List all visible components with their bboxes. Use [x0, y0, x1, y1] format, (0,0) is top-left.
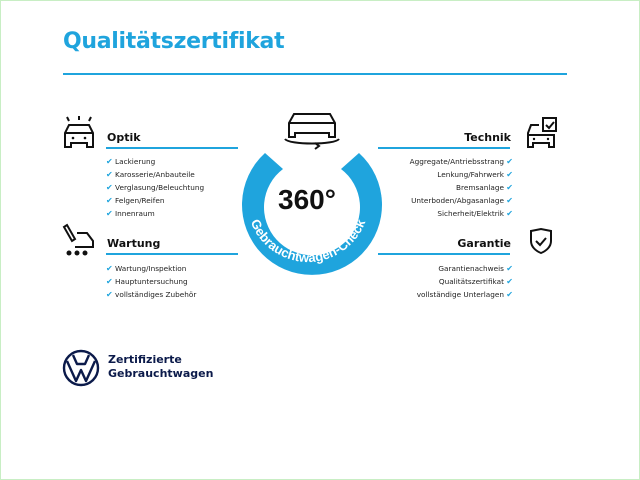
- list-item: Qualitätszertifikat ✔: [438, 277, 513, 286]
- check-icon: ✔: [506, 196, 513, 205]
- section-heading-wartung: Wartung: [107, 237, 161, 250]
- list-item: Aggregate/Antriebsstrang ✔: [409, 157, 513, 166]
- car-checkbox-icon: [527, 117, 557, 148]
- list-item: vollständige Unterlagen ✔: [416, 290, 513, 299]
- list-item: ✔ Wartung/Inspektion: [106, 264, 187, 273]
- section-heading-garantie: Garantie: [457, 237, 511, 250]
- check-icon: ✔: [106, 277, 113, 286]
- check-icon: ✔: [106, 183, 113, 192]
- check-icon: ✔: [106, 196, 113, 205]
- brand-text: Zertifizierte Gebrauchtwagen: [108, 353, 213, 381]
- section-heading-optik: Optik: [107, 131, 141, 144]
- list-item: ✔ Lackierung: [106, 157, 156, 166]
- list-item: Garantienachweis ✔: [438, 264, 513, 273]
- check-icon: ✔: [506, 290, 513, 299]
- check-icon: ✔: [506, 264, 513, 273]
- section-divider: [378, 253, 510, 255]
- check-icon: ✔: [106, 209, 113, 218]
- list-optik: ✔ Lackierung ✔ Karosserie/Anbauteile ✔ V…: [106, 155, 204, 220]
- 360-label: 360°: [278, 184, 336, 215]
- check-icon: ✔: [106, 170, 113, 179]
- list-item: Lenkung/Fahrwerk ✔: [437, 170, 513, 179]
- list-wartung: ✔ Wartung/Inspektion ✔ Hauptuntersuchung…: [106, 262, 196, 301]
- list-item: Unterboden/Abgasanlage ✔: [411, 196, 513, 205]
- check-360-badge: 360° Gebrauchtwagen-Check: [242, 113, 382, 275]
- list-item: ✔ Karosserie/Anbauteile: [106, 170, 195, 179]
- check-icon: ✔: [506, 277, 513, 286]
- list-garantie: Garantienachweis ✔ Qualitätszertifikat ✔…: [417, 262, 513, 301]
- check-icon: ✔: [506, 183, 513, 192]
- list-item: ✔ Verglasung/Beleuchtung: [106, 183, 205, 192]
- list-item: ✔ vollständiges Zubehör: [106, 290, 197, 299]
- brand-line1: Zertifizierte: [108, 353, 182, 366]
- section-divider: [106, 147, 238, 149]
- list-item: ✔ Hauptuntersuchung: [106, 277, 188, 286]
- list-item: ✔ Innenraum: [106, 209, 155, 218]
- list-technik: Aggregate/Antriebsstrang ✔ Lenkung/Fahrw…: [410, 155, 513, 220]
- check-icon: ✔: [106, 290, 113, 299]
- section-divider: [106, 253, 238, 255]
- brand-line2: Gebrauchtwagen: [108, 367, 214, 380]
- page-title: Qualitätszertifikat: [63, 29, 285, 54]
- check-icon: ✔: [506, 157, 513, 166]
- check-icon: ✔: [506, 170, 513, 179]
- title-divider: [63, 73, 567, 75]
- list-item: Bremsanlage ✔: [456, 183, 513, 192]
- list-item: ✔ Felgen/Reifen: [106, 196, 165, 205]
- section-divider: [378, 147, 510, 149]
- check-icon: ✔: [106, 264, 113, 273]
- check-icon: ✔: [506, 209, 513, 218]
- maintenance-van-icon: [62, 223, 94, 256]
- shield-check-icon: [530, 227, 552, 255]
- car-rotate-icon: [284, 113, 340, 150]
- section-heading-technik: Technik: [464, 131, 511, 144]
- vw-logo: [62, 349, 100, 387]
- ring: [242, 153, 382, 275]
- check-icon: ✔: [106, 157, 113, 166]
- list-item: Sicherheit/Elektrik ✔: [437, 209, 513, 218]
- car-lights-icon: [64, 116, 94, 148]
